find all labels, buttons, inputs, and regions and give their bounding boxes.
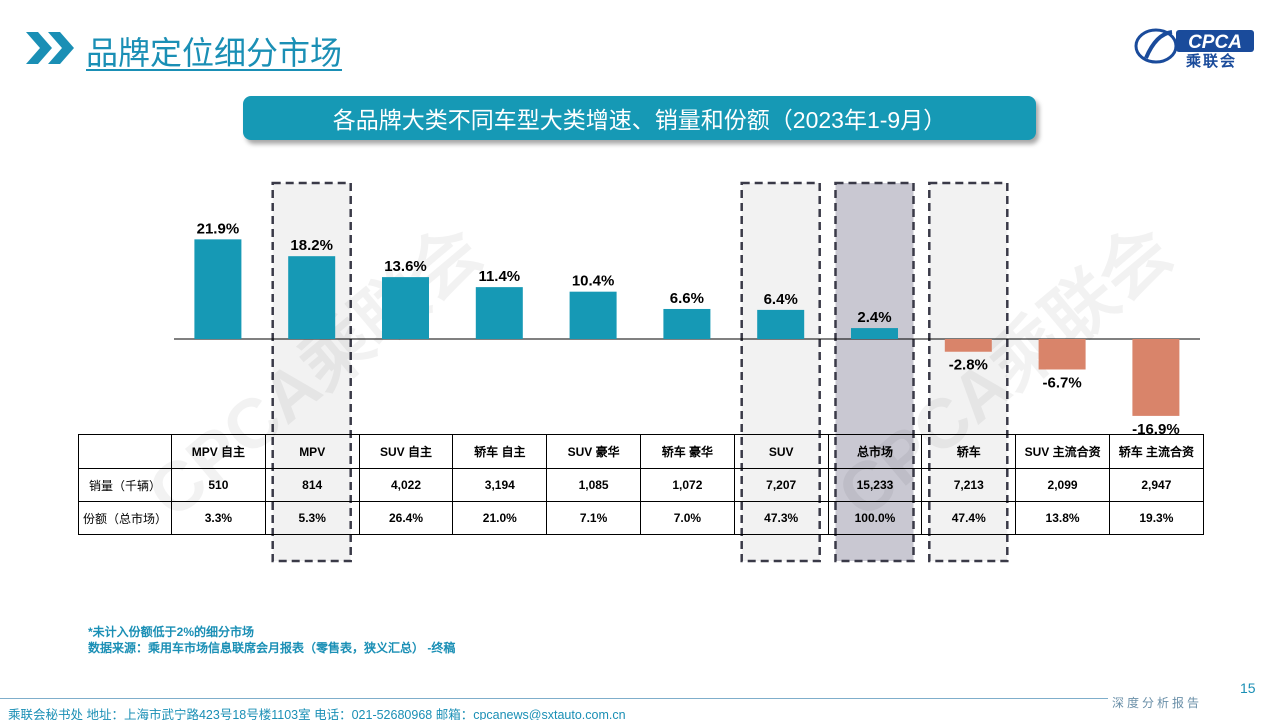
table-cell: 1,085	[546, 468, 641, 502]
bar-value-label-5: 6.6%	[670, 290, 704, 307]
page-title: 品牌定位细分市场	[86, 35, 343, 71]
footnote: *未计入份额低于2%的细分市场 数据来源：乘用车市场信息联席会月报表（零售表，狭…	[88, 624, 455, 656]
bar-value-label-7: 2.4%	[857, 309, 891, 326]
report-tag: 深度分析报告	[1112, 696, 1203, 710]
table-cell: 47.3%	[733, 501, 829, 535]
bar-value-label-3: 11.4%	[478, 268, 520, 285]
table-cell: 47.4%	[921, 501, 1017, 535]
table-cell: 2,099	[1015, 468, 1110, 502]
table-cell: 4,022	[358, 468, 454, 502]
bar-7	[851, 328, 898, 339]
table-cell: 5.3%	[264, 501, 360, 535]
footer-contact: 乘联会秘书处 地址：上海市武宁路423号18号楼1103室 电话：021-526…	[8, 708, 626, 720]
table-cell: 15,233	[827, 468, 923, 502]
bar-5	[663, 308, 711, 339]
footnote-note: *未计入份额低于2%的细分市场	[88, 625, 255, 639]
table-cell: 26.4%	[358, 501, 454, 535]
logo-label: 乘联会	[1186, 53, 1238, 70]
table-cell: 19.3%	[1108, 501, 1204, 535]
footnote-source: 数据来源：乘用车市场信息联席会月报表（零售表，狭义汇总） -终稿	[88, 641, 456, 655]
bar-value-label-2: 13.6%	[384, 258, 427, 275]
table-cell: 21.0%	[452, 501, 548, 535]
table-cell: 814	[264, 468, 360, 502]
category-tick-label-6: SUV	[733, 434, 829, 469]
chart-subtitle: 各品牌大类不同车型大类增速、销量和份额（2023年1-9月）	[243, 96, 1036, 140]
logo-brand: CPCA	[1188, 32, 1242, 53]
category-tick-label-10: 轿车 主流合资	[1108, 434, 1204, 469]
bar-3	[475, 287, 523, 339]
category-tick-label-4: SUV 豪华	[546, 434, 641, 469]
category-tick-label-7: 总市场	[827, 434, 923, 469]
table-cell: 510	[171, 468, 266, 502]
bar-value-label-4: 10.4%	[572, 273, 615, 290]
bar-8	[944, 339, 992, 352]
table-cell: 13.8%	[1015, 501, 1110, 535]
category-tick-label-2: SUV 自主	[358, 434, 454, 469]
bar-10	[1132, 339, 1180, 416]
bar-1	[288, 256, 336, 339]
data-table: MPV 自主 MPV SUV 自主 轿车 自主 SUV 豪华 轿车 豪华 SUV 总市场 轿车 S…	[78, 434, 1204, 535]
table-cell: 3,194	[452, 468, 548, 502]
category-tick-label-0: MPV 自主	[171, 434, 266, 469]
bar-value-label-6: 6.4%	[764, 291, 798, 308]
bar-value-label-8: -2.8%	[949, 357, 988, 374]
table-cell: 1,072	[639, 468, 735, 502]
bar-value-label-9: -6.7%	[1043, 374, 1082, 391]
table-cell: 3.3%	[171, 501, 266, 535]
table-row-label: 份额（总市场）	[78, 501, 172, 535]
table-row: 份额（总市场） 3.3% 5.3% 26.4% 21.0% 7.1% 7.0% 47.3% 10…	[78, 501, 1204, 535]
bar-4	[569, 291, 617, 339]
bar-value-label-1: 18.2%	[290, 237, 333, 254]
table-cell: 2,947	[1108, 468, 1204, 502]
table-cell: 7,213	[921, 468, 1017, 502]
table-row-label: 销量（千辆）	[78, 468, 172, 502]
bar-2	[382, 277, 429, 339]
cpca-logo: CPCA	[1134, 28, 1254, 64]
page-number: 15	[1240, 680, 1256, 696]
table-header-row: MPV 自主 MPV SUV 自主 轿车 自主 SUV 豪华 轿车 豪华 SUV 总市场 轿车 S…	[78, 434, 1204, 469]
category-tick-label-5: 轿车 豪华	[639, 434, 735, 469]
bar-value-label-10: -16.9%	[1132, 421, 1180, 438]
table-corner-cell	[78, 434, 172, 469]
bar-6	[757, 309, 805, 339]
chevron-arrows-icon	[26, 32, 74, 64]
bar-0	[194, 239, 242, 339]
category-tick-label-9: SUV 主流合资	[1015, 434, 1110, 469]
table-row: 销量（千辆） 510 814 4,022 3,194 1,085 1,072 7,207 15,…	[78, 468, 1204, 502]
bar-9	[1038, 339, 1086, 370]
category-tick-label-8: 轿车	[921, 434, 1017, 469]
bar-value-label-0: 21.9%	[197, 220, 240, 237]
category-tick-label-1: MPV	[264, 434, 360, 469]
table-cell: 7.0%	[639, 501, 735, 535]
category-tick-label-3: 轿车 自主	[452, 434, 548, 469]
table-cell: 7.1%	[546, 501, 641, 535]
table-cell: 100.0%	[827, 501, 923, 535]
footer-divider	[0, 698, 1108, 699]
table-cell: 7,207	[733, 468, 829, 502]
